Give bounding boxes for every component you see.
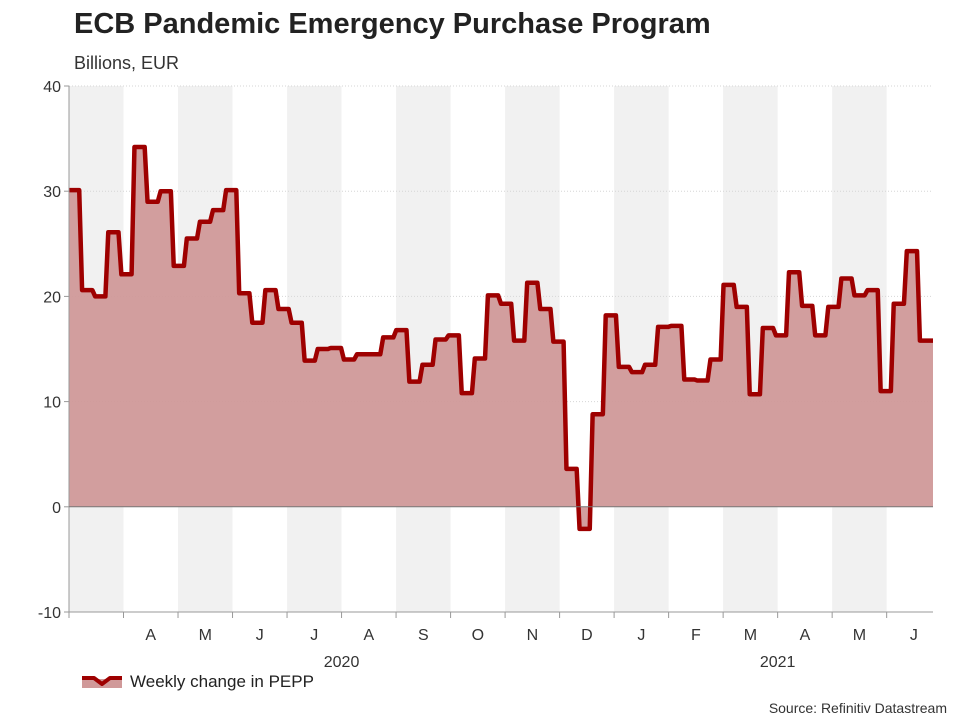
- x-tick-label: A: [363, 627, 374, 644]
- y-tick-label: 10: [43, 395, 61, 412]
- x-tick-label: J: [310, 627, 318, 644]
- x-tick-label: D: [581, 627, 593, 644]
- axis-labels: -10 0 10 20 30 40 A M J J A S O N D J F M A M J 2020 2021: [38, 79, 918, 671]
- x-tick-label: A: [145, 627, 156, 644]
- y-tick-label: 20: [43, 289, 61, 306]
- legend: Weekly change in PEPP: [80, 672, 314, 692]
- x-tick-label: M: [853, 627, 866, 644]
- area-layer: [69, 144, 933, 532]
- x-tick-label: F: [691, 627, 701, 644]
- y-tick-label: 40: [43, 79, 61, 96]
- chart-title: ECB Pandemic Emergency Purchase Program: [74, 8, 711, 40]
- legend-label: Weekly change in PEPP: [130, 672, 314, 691]
- axes: [64, 85, 933, 618]
- series-line: [69, 144, 933, 532]
- x-tick-label: S: [418, 627, 429, 644]
- year-label: 2021: [760, 654, 796, 671]
- x-tick-label: N: [527, 627, 539, 644]
- x-tick-label: O: [472, 627, 484, 644]
- year-label: 2020: [324, 654, 360, 671]
- x-tick-label: M: [744, 627, 757, 644]
- series-area: [69, 147, 933, 529]
- x-tick-label: J: [256, 627, 264, 644]
- y-tick-label: 30: [43, 184, 61, 201]
- x-tick-label: J: [910, 627, 918, 644]
- x-tick-label: J: [637, 627, 645, 644]
- y-tick-label: 0: [52, 500, 61, 517]
- legend-swatch-icon: [82, 676, 122, 688]
- source-note: Source: Refinitiv Datastream: [768, 700, 947, 716]
- y-tick-label: -10: [38, 605, 61, 622]
- x-tick-label: A: [800, 627, 811, 644]
- x-tick-label: M: [199, 627, 212, 644]
- chart-subtitle: Billions, EUR: [74, 53, 180, 73]
